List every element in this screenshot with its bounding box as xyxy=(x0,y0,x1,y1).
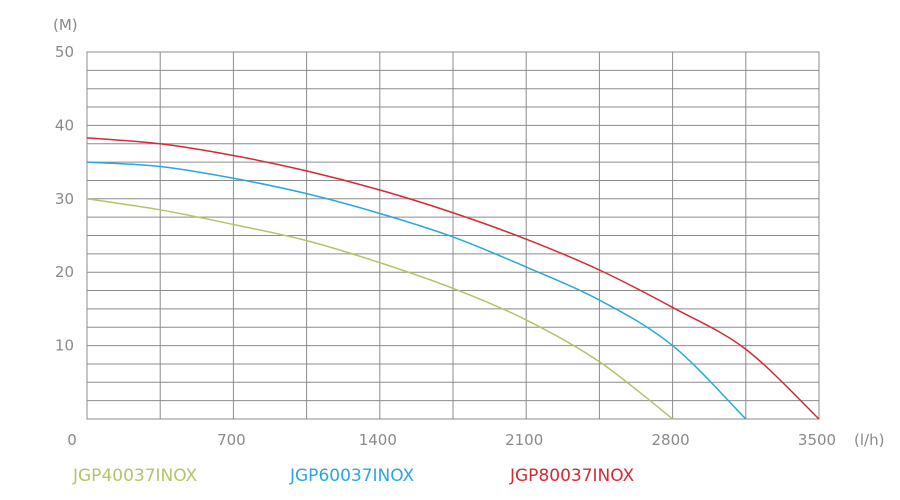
series-line-jgp60037inox xyxy=(86,161,747,420)
axis-labels: 10 20 30 40 50 0 700 1400 2100 2800 3500 xyxy=(55,43,836,449)
y-tick-label: 40 xyxy=(55,116,74,134)
series-layer xyxy=(86,137,820,420)
x-tick-label: 3500 xyxy=(798,431,836,449)
chart-grid xyxy=(86,51,820,420)
legend-entry-jgp60037inox: JGP60037INOX xyxy=(289,466,415,486)
y-tick-label: 50 xyxy=(55,43,74,61)
plot-frame xyxy=(86,51,820,420)
series-line-jgp40037inox xyxy=(86,198,674,420)
series-line-jgp80037inox xyxy=(86,137,820,420)
y-tick-label: 10 xyxy=(55,337,74,355)
y-tick-label: 30 xyxy=(55,190,74,208)
x-tick-label: 2800 xyxy=(652,431,690,449)
x-axis-unit-label: (l/h) xyxy=(854,431,884,449)
chart-legend: JGP40037INOX JGP60037INOX JGP80037INOX xyxy=(72,466,635,486)
legend-entry-jgp80037inox: JGP80037INOX xyxy=(509,466,635,486)
y-axis-unit-label: (M) xyxy=(53,16,78,34)
y-tick-label: 20 xyxy=(55,263,74,281)
x-tick-label: 0 xyxy=(67,431,77,449)
legend-entry-jgp40037inox: JGP40037INOX xyxy=(72,466,198,486)
x-tick-label: 2100 xyxy=(505,431,543,449)
x-tick-label: 700 xyxy=(217,431,246,449)
x-tick-label: 1400 xyxy=(359,431,397,449)
